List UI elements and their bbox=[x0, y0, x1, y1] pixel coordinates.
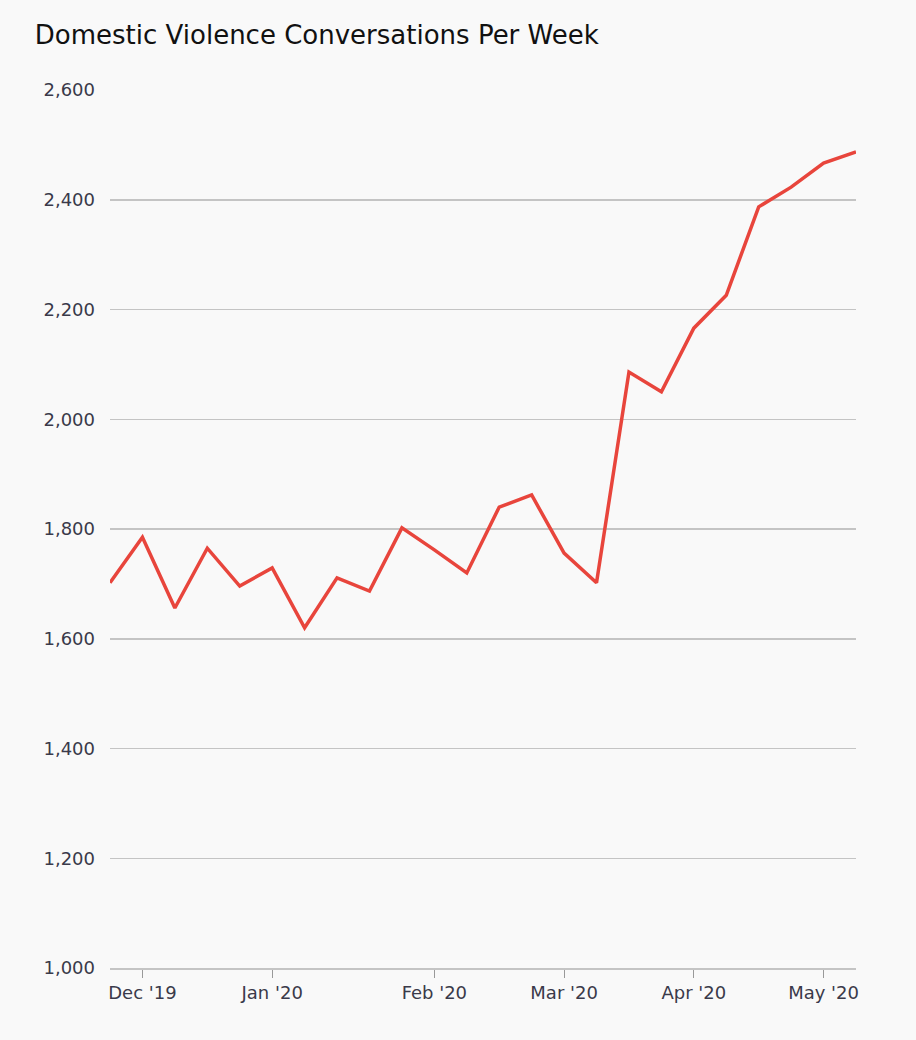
svg-text:Domestic Violence Conversation: Domestic Violence Conversations Per Week bbox=[35, 20, 599, 50]
svg-text:1,200: 1,200 bbox=[43, 848, 95, 869]
svg-text:Apr '20: Apr '20 bbox=[661, 982, 726, 1003]
svg-text:2,600: 2,600 bbox=[43, 79, 95, 100]
svg-text:Jan '20: Jan '20 bbox=[241, 982, 303, 1003]
svg-text:1,400: 1,400 bbox=[43, 738, 95, 759]
svg-text:Dec '19: Dec '19 bbox=[108, 982, 176, 1003]
svg-text:May '20: May '20 bbox=[788, 982, 859, 1003]
svg-text:2,000: 2,000 bbox=[43, 409, 95, 430]
svg-text:2,200: 2,200 bbox=[43, 299, 95, 320]
svg-text:Feb '20: Feb '20 bbox=[402, 982, 467, 1003]
svg-text:Mar '20: Mar '20 bbox=[530, 982, 598, 1003]
svg-text:2,400: 2,400 bbox=[43, 189, 95, 210]
svg-text:1,800: 1,800 bbox=[43, 518, 95, 539]
svg-text:1,600: 1,600 bbox=[43, 628, 95, 649]
svg-text:1,000: 1,000 bbox=[43, 957, 95, 978]
